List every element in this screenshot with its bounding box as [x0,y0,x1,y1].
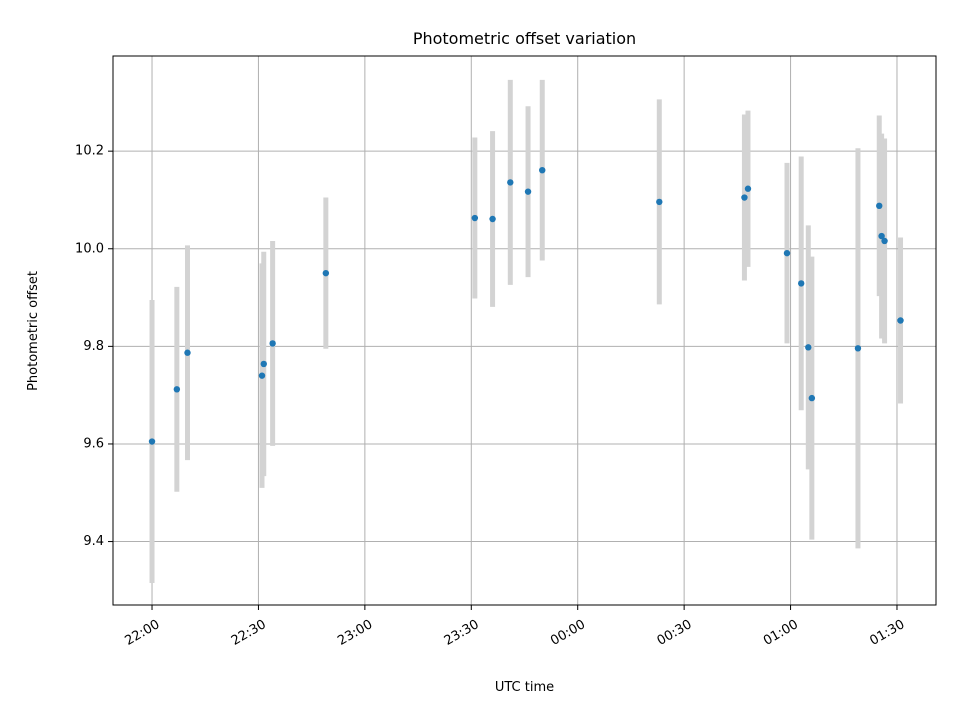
data-point [805,344,812,351]
data-point [269,340,276,347]
data-point [471,214,479,222]
data-point [184,349,191,356]
data-point [881,237,888,245]
chart-title: Photometric offset variation [413,29,636,48]
data-point [258,372,266,379]
y-tick-label: 9.6 [83,436,104,451]
y-tick-label: 9.8 [83,339,104,354]
data-point [524,188,532,195]
data-point [507,179,514,186]
data-point [783,249,791,257]
data-point [539,166,546,174]
y-axis-label: Photometric offset [26,271,41,391]
x-axis-label: UTC time [495,680,554,695]
data-point [148,438,156,445]
data-point [797,280,805,287]
data-point [878,232,885,240]
data-points [148,166,904,445]
data-point [876,202,883,210]
data-point [260,360,267,368]
data-point [741,194,748,201]
y-axis-ticks: 9.4 9.6 9.8 10.0 10.2 [75,144,113,549]
data-point [489,215,496,223]
data-point [897,317,904,324]
data-point [322,269,330,277]
data-point [744,185,752,192]
y-tick-label: 9.4 [83,534,104,549]
data-point [173,386,181,393]
data-point [808,394,816,402]
data-point [656,198,663,206]
y-tick-label: 10.0 [75,241,104,256]
grid [113,56,936,605]
data-point [854,345,862,352]
y-tick-label: 10.2 [75,144,104,159]
plot-frame [112,55,937,606]
